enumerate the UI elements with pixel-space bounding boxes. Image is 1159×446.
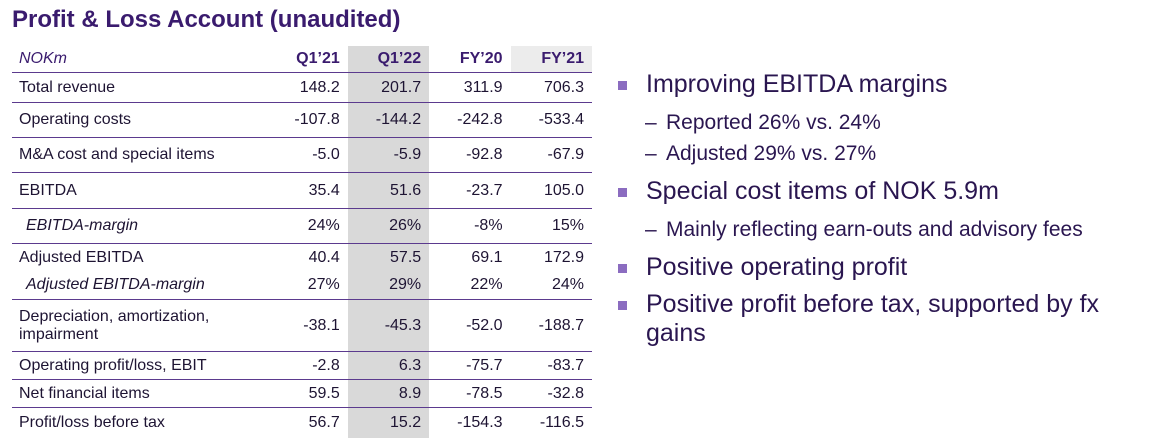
row-label: Operating costs xyxy=(12,102,267,138)
cell-value: 27% xyxy=(266,271,348,300)
table-row: Profit/loss before tax 56.7 15.2 -154.3 … xyxy=(12,407,592,438)
table-row: Adjusted EBITDA-margin 27% 29% 22% 24% xyxy=(12,271,592,300)
bullet-item: Positive operating profit xyxy=(616,253,1156,282)
cell-value: -23.7 xyxy=(429,172,511,209)
row-label: Adjusted EBITDA-margin xyxy=(12,271,267,300)
sub-bullet-text: Reported 26% vs. 24% xyxy=(666,111,881,134)
cell-value: -533.4 xyxy=(510,102,592,138)
sub-bullet-text: Mainly reflecting earn-outs and advisory… xyxy=(666,218,1083,241)
dash-marker: – xyxy=(645,111,657,134)
cell-value: -242.8 xyxy=(429,102,511,138)
cell-value: 26% xyxy=(347,208,430,244)
table-header-row: NOKm Q1’21 Q1’22 FY’20 FY’21 xyxy=(12,46,592,73)
table-row: Operating profit/loss, EBIT -2.8 6.3 -75… xyxy=(12,351,592,380)
cell-value: 22% xyxy=(429,271,511,300)
cell-value: -5.9 xyxy=(347,137,430,173)
table-row: Adjusted EBITDA 40.4 57.5 69.1 172.9 xyxy=(12,243,592,272)
cell-value: -52.0 xyxy=(429,299,511,352)
cell-value: -5.0 xyxy=(266,137,348,173)
cell-value: 24% xyxy=(510,271,592,300)
table-row: Depreciation, amortization, impairment -… xyxy=(12,299,592,352)
cell-value: -8% xyxy=(429,208,511,244)
cell-value: 24% xyxy=(266,208,348,244)
row-label: Profit/loss before tax xyxy=(19,413,165,431)
pl-table: NOKm Q1’21 Q1’22 FY’20 FY’21 Total reven… xyxy=(12,46,592,438)
cell-value: 51.6 xyxy=(347,172,430,209)
cell-value: -78.5 xyxy=(429,379,511,408)
cell-value: -116.5 xyxy=(539,413,584,431)
cell-value: 105.0 xyxy=(510,172,592,209)
column-header-q121: Q1’21 xyxy=(266,46,348,73)
cell-value: 311.9 xyxy=(429,72,511,103)
cell-value: -107.8 xyxy=(266,102,348,138)
cell-value: 706.3 xyxy=(510,72,592,103)
cell-value: -38.1 xyxy=(266,299,348,352)
cell-value: -92.8 xyxy=(429,137,511,173)
cell-value: -32.8 xyxy=(510,379,592,408)
highlights-list: Improving EBITDA margins – Reported 26% v… xyxy=(616,70,1156,356)
table-row: EBITDA-margin 24% 26% -8% 15% xyxy=(12,208,592,244)
cell-value: 59.5 xyxy=(266,379,348,408)
cell-value: -45.3 xyxy=(347,299,430,352)
sub-bullet-item: – Reported 26% vs. 24% xyxy=(616,107,1156,138)
row-label: Adjusted EBITDA xyxy=(19,248,144,266)
cell-value: 8.9 xyxy=(347,379,430,408)
column-header-fy20: FY’20 xyxy=(429,46,511,73)
row-label: EBITDA xyxy=(12,172,267,209)
cell-value: 201.7 xyxy=(347,72,430,103)
cell-value: -83.7 xyxy=(510,351,592,380)
sub-bullet-item: – Adjusted 29% vs. 27% xyxy=(616,138,1156,169)
cell-value: 40.4 xyxy=(308,248,340,266)
column-header-fy21: FY’21 xyxy=(510,46,592,73)
cell-value: 6.3 xyxy=(347,351,430,380)
table-row: M&A cost and special items -5.0 -5.9 -92… xyxy=(12,137,592,173)
sub-bullet-item: – Mainly reflecting earn-outs and advisor… xyxy=(616,214,1156,245)
cell-value: 172.9 xyxy=(543,248,584,266)
table-row: Net financial items 59.5 8.9 -78.5 -32.8 xyxy=(12,379,592,408)
cell-value: -67.9 xyxy=(510,137,592,173)
row-label: M&A cost and special items xyxy=(12,137,267,173)
dash-marker: – xyxy=(645,142,657,165)
table-row: Total revenue 148.2 201.7 311.9 706.3 xyxy=(12,72,592,103)
cell-value: 29% xyxy=(347,271,430,300)
cell-value: -144.2 xyxy=(347,102,430,138)
bullet-item: Special cost items of NOK 5.9m xyxy=(616,177,1156,206)
cell-value: 35.4 xyxy=(266,172,348,209)
row-label: Depreciation, amortization, impairment xyxy=(12,299,267,352)
cell-value: 15% xyxy=(510,208,592,244)
cell-value: 148.2 xyxy=(266,72,348,103)
cell-value: -75.7 xyxy=(429,351,511,380)
unit-label: NOKm xyxy=(12,46,267,73)
cell-value: -2.8 xyxy=(266,351,348,380)
dash-marker: – xyxy=(645,218,657,241)
row-label: EBITDA-margin xyxy=(12,208,267,244)
column-header-q122: Q1’22 xyxy=(347,46,430,73)
cell-value: -188.7 xyxy=(510,299,592,352)
row-label: Net financial items xyxy=(12,379,267,408)
cell-value: 15.2 xyxy=(347,407,430,438)
cell-value: -154.3 xyxy=(457,413,503,431)
cell-value: 69.1 xyxy=(471,248,503,266)
table-row: Operating costs -107.8 -144.2 -242.8 -53… xyxy=(12,102,592,138)
cell-value: 57.5 xyxy=(347,243,430,272)
row-label: Total revenue xyxy=(12,72,267,103)
table-row: EBITDA 35.4 51.6 -23.7 105.0 xyxy=(12,172,592,209)
bullet-item: Improving EBITDA margins xyxy=(616,70,1156,99)
bullet-item: Positive profit before tax, supported by… xyxy=(616,290,1156,348)
row-label: Operating profit/loss, EBIT xyxy=(12,351,267,380)
sub-bullet-text: Adjusted 29% vs. 27% xyxy=(666,142,877,165)
page-title: Profit & Loss Account (unaudited) xyxy=(12,6,401,33)
cell-value: 56.7 xyxy=(308,413,340,431)
